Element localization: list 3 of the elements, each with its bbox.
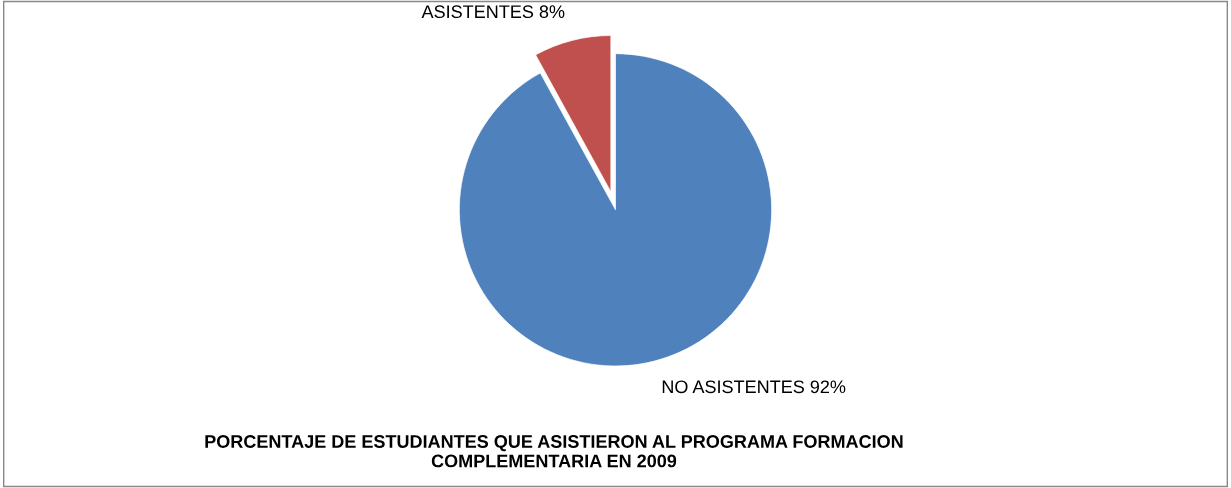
text: PORCENTAJE DE ESTUDIANTES QUE ASISTIERON AL PROGRAMA FORMACION COMPLEMENTARIA EN 2009 xyxy=(205,435,903,468)
slice-label: ASISTENTES 8% xyxy=(421,5,565,19)
slice-label: NO ASISTENTES 92% xyxy=(662,380,846,394)
